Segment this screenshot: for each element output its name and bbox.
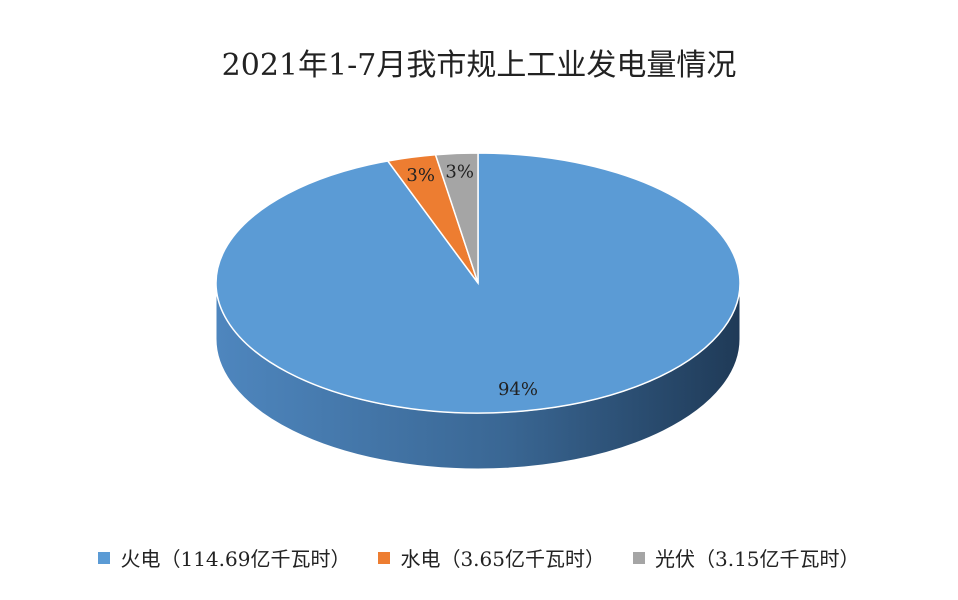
legend-label-thermal: 火电（114.69亿千瓦时）	[120, 547, 351, 571]
legend-swatch-thermal	[98, 551, 111, 564]
legend-label-hydro: 水电（3.65亿千瓦时）	[400, 547, 605, 571]
pie-labels-group: 94% 3% 3%	[406, 162, 538, 400]
pie-slice-thermal	[215, 152, 741, 414]
legend-swatch-hydro	[378, 551, 391, 564]
legend-swatch-solar	[632, 551, 645, 564]
data-label-thermal: 94%	[498, 379, 538, 400]
legend-label-solar: 光伏（3.15亿千瓦时）	[654, 547, 860, 571]
legend-item-thermal: 火电（114.69亿千瓦时）	[98, 543, 350, 572]
pie-slices-group	[215, 152, 741, 414]
chart-title: 2021年1-7月我市规上工业发电量情况	[221, 48, 737, 83]
pie-slice-solar	[434, 152, 479, 284]
legend-item-solar: 光伏（3.15亿千瓦时）	[632, 543, 860, 572]
legend-item-hydro: 水电（3.65亿千瓦时）	[378, 543, 605, 572]
data-label-solar: 3%	[445, 162, 474, 183]
legend: 火电（114.69亿千瓦时） 水电（3.65亿千瓦时） 光伏（3.15亿千瓦时）	[0, 543, 958, 572]
data-label-hydro: 3%	[406, 165, 435, 186]
